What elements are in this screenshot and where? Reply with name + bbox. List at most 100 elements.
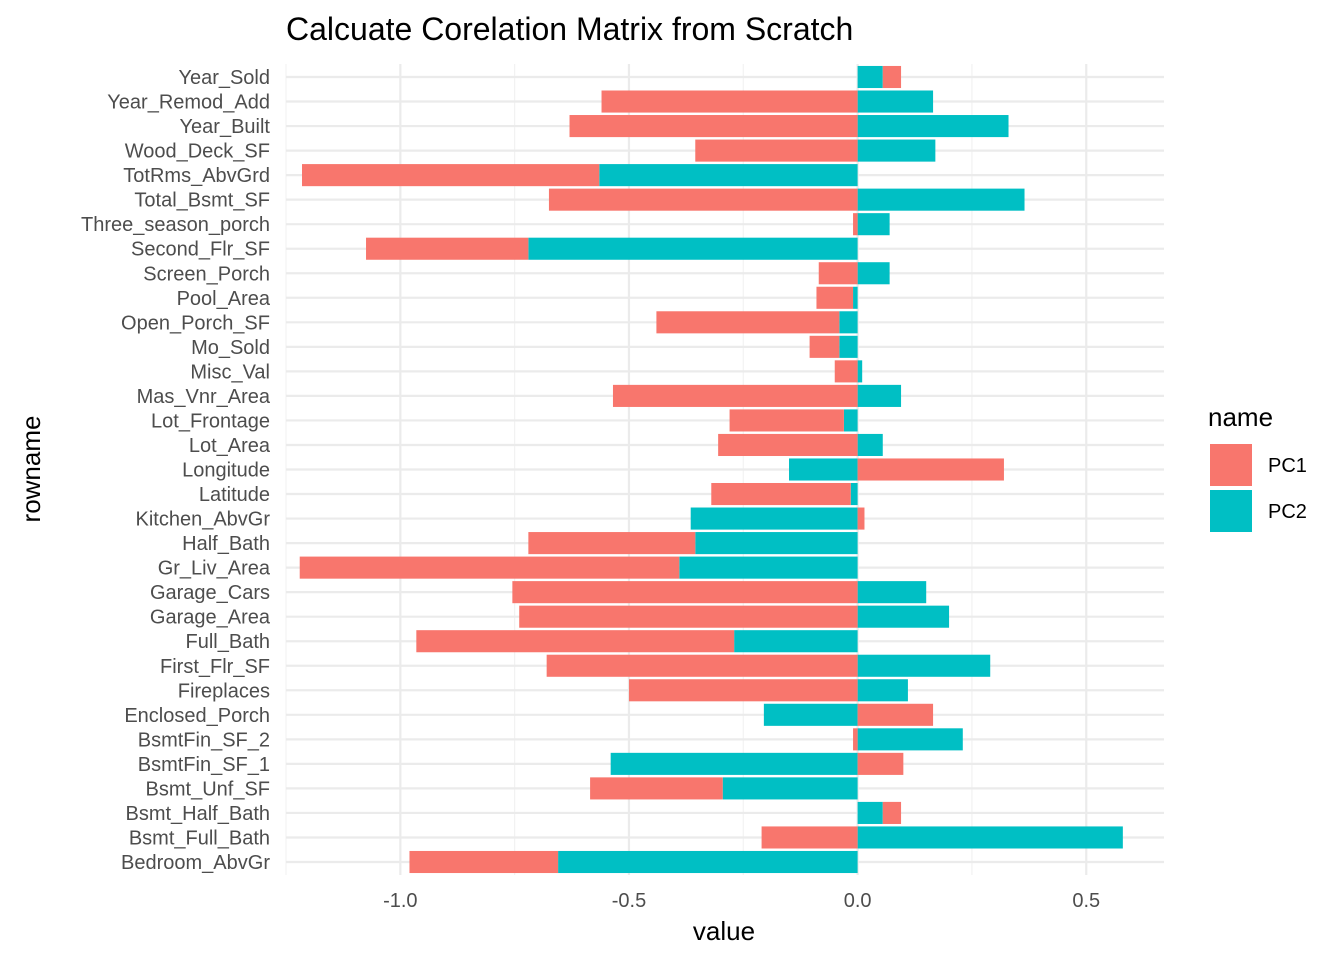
bar-pc1-three-season-porch bbox=[853, 213, 858, 236]
bar-pc2-longitude bbox=[789, 458, 858, 481]
x-tick-label: 0.5 bbox=[1072, 890, 1100, 912]
bar-pc2-total-bsmt-sf bbox=[857, 188, 1025, 211]
bar-pc1-half-bath bbox=[528, 532, 696, 555]
y-tick-label: Bsmt_Unf_SF bbox=[146, 778, 270, 800]
bar-pc2-lot-area bbox=[857, 433, 883, 457]
y-tick-label: Kitchen_AbvGr bbox=[135, 509, 270, 531]
bar-pc2-bsmtfin-sf-1 bbox=[610, 752, 858, 775]
y-tick-label: Bedroom_AbvGr bbox=[121, 852, 270, 874]
bar-pc1-enclosed-porch bbox=[857, 703, 934, 726]
bar-pc1-fireplaces bbox=[628, 679, 858, 702]
y-tick-label: Garage_Area bbox=[150, 607, 271, 629]
y-tick-label: Lot_Area bbox=[189, 435, 271, 457]
y-tick-label: BsmtFin_SF_2 bbox=[138, 729, 270, 751]
x-tick-label: 0.0 bbox=[844, 890, 872, 912]
bar-pc2-bsmt-full-bath bbox=[857, 826, 1123, 849]
legend-title: name bbox=[1208, 402, 1273, 432]
y-tick-label: Garage_Cars bbox=[150, 582, 270, 604]
bar-pc1-lot-area bbox=[718, 433, 858, 457]
bar-pc2-bedroom-abvgr bbox=[558, 850, 858, 874]
bar-pc1-totrms-abvgrd bbox=[302, 164, 600, 187]
y-tick-label: Full_Bath bbox=[186, 631, 271, 653]
bar-pc2-open-porch-sf bbox=[839, 311, 858, 334]
bar-pc1-screen-porch bbox=[818, 262, 858, 285]
y-tick-label: Mo_Sold bbox=[191, 337, 270, 359]
x-axis-title: value bbox=[693, 916, 755, 946]
bar-pc2-gr-liv-area bbox=[679, 556, 858, 579]
bar-pc2-fireplaces bbox=[857, 679, 908, 702]
bar-pc2-latitude bbox=[850, 482, 858, 506]
bar-pc2-pool-area bbox=[853, 286, 858, 309]
bar-pc2-year-sold bbox=[857, 65, 883, 89]
bar-pc1-gr-liv-area bbox=[299, 556, 680, 579]
bar-pc1-open-porch-sf bbox=[656, 311, 840, 334]
legend-label-pc1: PC1 bbox=[1268, 455, 1307, 477]
bar-pc1-longitude bbox=[857, 458, 1004, 481]
bar-pc2-year-remod-add bbox=[857, 90, 934, 113]
y-tick-label: Year_Remod_Add bbox=[107, 92, 270, 114]
bar-pc2-screen-porch bbox=[857, 262, 890, 285]
bar-pc2-garage-cars bbox=[857, 581, 927, 604]
bar-pc1-bsmtfin-sf-2 bbox=[853, 728, 858, 751]
bar-pc1-bsmt-full-bath bbox=[761, 826, 858, 849]
y-tick-label: Total_Bsmt_SF bbox=[134, 190, 270, 212]
bar-pc1-year-built bbox=[569, 115, 858, 138]
y-axis-title: rowname bbox=[16, 416, 46, 523]
bar-pc2-mas-vnr-area bbox=[857, 384, 902, 407]
bar-pc2-full-bath bbox=[734, 630, 858, 653]
bar-pc1-bsmtfin-sf-1 bbox=[857, 752, 904, 775]
bar-pc2-bsmt-unf-sf bbox=[722, 777, 858, 800]
bar-pc2-kitchen-abvgr bbox=[690, 507, 858, 530]
y-tick-label: Enclosed_Porch bbox=[124, 705, 270, 727]
y-tick-label: Bsmt_Half_Bath bbox=[125, 803, 270, 825]
bar-pc2-misc-val bbox=[857, 360, 863, 383]
bar-pc2-second-flr-sf bbox=[528, 237, 858, 260]
bar-pc2-bsmt-half-bath bbox=[857, 801, 883, 824]
y-tick-label: Pool_Area bbox=[177, 288, 271, 310]
y-tick-label: TotRms_AbvGrd bbox=[123, 165, 270, 187]
y-tick-label: Screen_Porch bbox=[143, 263, 270, 285]
chart-title: Calcuate Corelation Matrix from Scratch bbox=[286, 11, 853, 47]
x-tick-labels: -1.0 -0.5 0.0 0.5 bbox=[383, 890, 1100, 912]
bar-pc1-total-bsmt-sf bbox=[548, 188, 858, 211]
bar-pc1-kitchen-abvgr bbox=[857, 507, 865, 530]
bar-pc2-garage-area bbox=[857, 605, 950, 628]
bar-pc1-mas-vnr-area bbox=[612, 384, 858, 407]
bar-pc2-first-flr-sf bbox=[857, 654, 991, 677]
bar-pc2-three-season-porch bbox=[857, 213, 890, 236]
bar-pc2-enclosed-porch bbox=[763, 703, 858, 726]
legend-swatch-pc1 bbox=[1210, 444, 1252, 486]
bar-pc1-bedroom-abvgr bbox=[409, 850, 559, 874]
bar-pc2-lot-frontage bbox=[843, 409, 858, 432]
bar-pc2-totrms-abvgrd bbox=[599, 164, 858, 187]
bar-pc1-full-bath bbox=[416, 630, 735, 653]
y-tick-label: Wood_Deck_SF bbox=[125, 141, 270, 163]
y-tick-label: Second_Flr_SF bbox=[131, 239, 270, 261]
bar-pc1-pool-area bbox=[816, 286, 854, 309]
bar-pc2-mo-sold bbox=[839, 335, 858, 358]
bar-pc1-second-flr-sf bbox=[366, 237, 529, 260]
y-tick-label: Year_Built bbox=[180, 116, 271, 138]
y-tick-label: Fireplaces bbox=[178, 680, 270, 702]
y-tick-label: Half_Bath bbox=[182, 533, 270, 555]
bar-pc1-garage-area bbox=[519, 605, 858, 628]
y-tick-label: BsmtFin_SF_1 bbox=[138, 754, 270, 776]
bar-pc1-misc-val bbox=[834, 360, 858, 383]
bar-pc1-bsmt-unf-sf bbox=[590, 777, 723, 800]
y-tick-label: Bsmt_Full_Bath bbox=[129, 827, 270, 849]
bar-pc1-year-sold bbox=[882, 65, 902, 89]
bar-pc2-year-built bbox=[857, 115, 1009, 138]
bars-layer bbox=[299, 65, 1123, 874]
y-tick-label: Open_Porch_SF bbox=[121, 312, 270, 334]
bar-pc1-year-remod-add bbox=[601, 90, 858, 113]
bar-pc1-wood-deck-sf bbox=[695, 139, 858, 162]
y-tick-label: Misc_Val bbox=[190, 361, 270, 383]
x-tick-label: -1.0 bbox=[383, 890, 417, 912]
bar-pc1-latitude bbox=[711, 482, 851, 506]
legend-items: PC1 PC2 bbox=[1210, 444, 1307, 532]
bar-pc1-mo-sold bbox=[809, 335, 840, 358]
y-tick-label: Three_season_porch bbox=[81, 214, 270, 236]
y-tick-label: Lot_Frontage bbox=[151, 410, 270, 432]
